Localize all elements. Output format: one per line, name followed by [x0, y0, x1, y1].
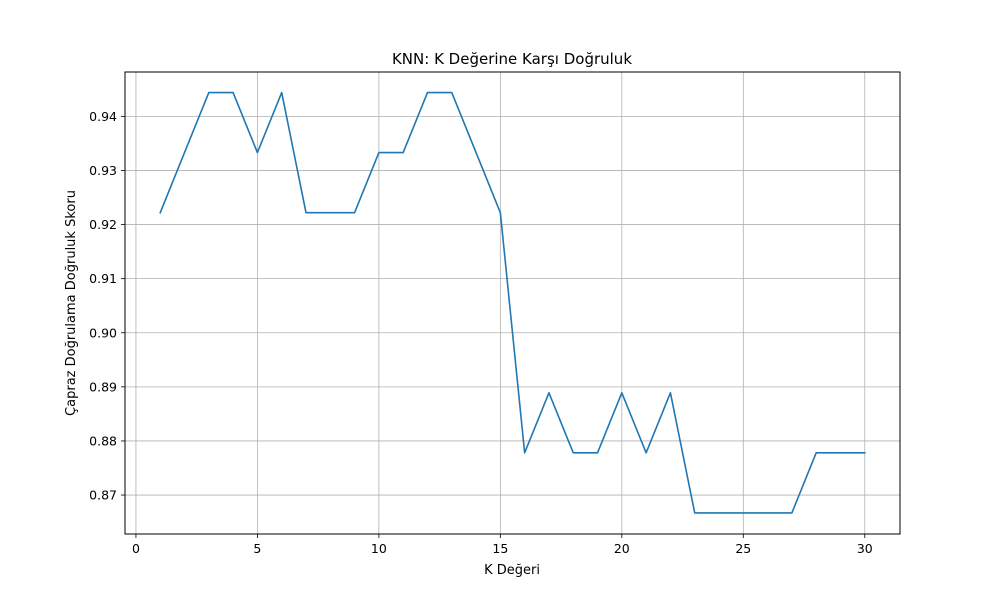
x-tick-label: 10 — [371, 541, 387, 556]
y-tick-label: 0.91 — [89, 271, 117, 286]
x-tick-label: 20 — [614, 541, 630, 556]
y-tick-label: 0.87 — [89, 488, 117, 503]
x-tick-label: 30 — [857, 541, 873, 556]
chart-title: KNN: K Değerine Karşı Doğruluk — [392, 50, 632, 68]
x-tick-label: 0 — [132, 541, 140, 556]
plot-area — [125, 72, 900, 534]
y-tick-label: 0.92 — [89, 217, 117, 232]
y-axis-label: Çapraz Doğrulama Doğruluk Skoru — [64, 190, 79, 416]
y-tick-label: 0.90 — [89, 325, 117, 340]
x-axis-label: K Değeri — [484, 563, 540, 578]
x-tick-label: 25 — [735, 541, 751, 556]
x-tick-label: 5 — [253, 541, 261, 556]
ticks: 0 5 10 15 20 25 30 0.87 0.88 0.89 0.90 0.91 0.92 0.93… — [89, 109, 873, 556]
y-tick-label: 0.94 — [89, 109, 117, 124]
y-tick-label: 0.88 — [89, 433, 117, 448]
accuracy-line — [159, 91, 866, 514]
y-tick-label: 0.93 — [89, 163, 117, 178]
plot-frame — [124, 71, 901, 535]
y-tick-label: 0.89 — [89, 379, 117, 394]
x-tick-label: 15 — [492, 541, 508, 556]
